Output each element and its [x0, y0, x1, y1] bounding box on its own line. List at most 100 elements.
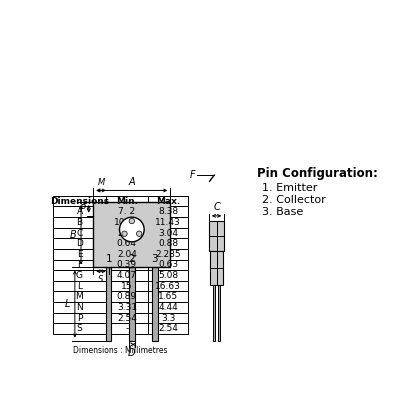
- Bar: [106, 281, 148, 292]
- Bar: [129, 268, 134, 341]
- Text: Max.: Max.: [156, 197, 180, 206]
- Text: 3: 3: [152, 254, 158, 264]
- Bar: [148, 238, 188, 249]
- Text: P: P: [77, 314, 82, 322]
- Text: 4.07: 4.07: [117, 271, 137, 280]
- Text: 5.08: 5.08: [158, 271, 178, 280]
- Text: 1. Emitter: 1. Emitter: [262, 183, 317, 193]
- Text: Pin Configuration:: Pin Configuration:: [257, 167, 378, 180]
- Text: 0.39: 0.39: [117, 260, 137, 270]
- Text: S: S: [77, 324, 82, 333]
- Text: L: L: [65, 299, 70, 309]
- Bar: [148, 206, 188, 217]
- Circle shape: [120, 217, 144, 242]
- Bar: [148, 292, 188, 302]
- Bar: [106, 196, 148, 206]
- Text: Dimensions : Millimetres: Dimensions : Millimetres: [74, 346, 168, 355]
- Text: 1: 1: [106, 254, 112, 264]
- Text: 0.89: 0.89: [117, 292, 137, 301]
- Text: Min.: Min.: [116, 197, 138, 206]
- Bar: [53, 206, 106, 217]
- Bar: [53, 281, 106, 292]
- Text: A: A: [128, 177, 135, 186]
- Text: 15: 15: [121, 282, 132, 291]
- Text: C: C: [76, 228, 83, 238]
- Text: E: E: [77, 250, 82, 259]
- Bar: [106, 217, 148, 228]
- Bar: [148, 323, 188, 334]
- Bar: [53, 270, 106, 281]
- Bar: [93, 202, 170, 268]
- Bar: [148, 249, 188, 260]
- Text: B: B: [76, 218, 82, 227]
- Text: -: -: [125, 324, 128, 333]
- Text: 8.38: 8.38: [158, 207, 178, 216]
- Bar: [106, 238, 148, 249]
- Text: Dimensions: Dimensions: [50, 197, 109, 206]
- Bar: [106, 268, 112, 341]
- Text: 2.04: 2.04: [117, 250, 137, 259]
- Bar: [148, 260, 188, 270]
- Bar: [106, 323, 148, 334]
- Text: 3.3: 3.3: [161, 314, 175, 322]
- Text: 3.04: 3.04: [158, 228, 178, 238]
- Text: D: D: [76, 239, 83, 248]
- Bar: [106, 228, 148, 238]
- Bar: [106, 260, 148, 270]
- Bar: [53, 323, 106, 334]
- Text: 3. Base: 3. Base: [262, 207, 303, 217]
- Bar: [106, 313, 148, 323]
- Text: 2.54: 2.54: [117, 314, 137, 322]
- Text: 11.43: 11.43: [155, 218, 181, 227]
- Text: C: C: [213, 202, 220, 212]
- Text: P: P: [80, 204, 86, 214]
- Bar: [148, 217, 188, 228]
- Bar: [53, 238, 106, 249]
- Text: M: M: [98, 178, 105, 186]
- Text: 10.16: 10.16: [114, 218, 140, 227]
- Text: B: B: [70, 230, 76, 240]
- Text: 0.88: 0.88: [158, 239, 178, 248]
- Text: L: L: [77, 282, 82, 291]
- Circle shape: [129, 218, 134, 224]
- Text: 16.63: 16.63: [155, 282, 181, 291]
- Bar: [148, 302, 188, 313]
- Bar: [209, 221, 224, 250]
- Bar: [152, 268, 158, 341]
- Bar: [53, 260, 106, 270]
- Bar: [53, 292, 106, 302]
- Bar: [213, 285, 215, 341]
- Bar: [106, 206, 148, 217]
- Bar: [210, 250, 223, 285]
- Bar: [148, 270, 188, 281]
- Text: G: G: [76, 271, 83, 280]
- Text: 2: 2: [128, 254, 135, 264]
- Bar: [106, 302, 148, 313]
- Text: 2.54: 2.54: [158, 324, 178, 333]
- Bar: [53, 196, 106, 206]
- Text: 0.64: 0.64: [117, 239, 137, 248]
- Bar: [218, 285, 220, 341]
- Bar: [148, 313, 188, 323]
- Circle shape: [136, 231, 142, 236]
- Text: 0.63: 0.63: [158, 260, 178, 270]
- Text: S: S: [98, 275, 104, 284]
- Bar: [148, 281, 188, 292]
- Text: 2.29: 2.29: [117, 228, 137, 238]
- Bar: [53, 217, 106, 228]
- Text: N: N: [76, 303, 83, 312]
- Text: 2. Collector: 2. Collector: [262, 195, 326, 205]
- Text: 2.285: 2.285: [155, 250, 181, 259]
- Bar: [53, 302, 106, 313]
- Text: 1.65: 1.65: [158, 292, 178, 301]
- Bar: [106, 270, 148, 281]
- Bar: [106, 292, 148, 302]
- Bar: [106, 249, 148, 260]
- Bar: [53, 228, 106, 238]
- Text: F: F: [77, 260, 82, 270]
- Text: 4.44: 4.44: [158, 303, 178, 312]
- Text: 7. 2: 7. 2: [118, 207, 136, 216]
- Text: A: A: [76, 207, 82, 216]
- Text: D: D: [128, 348, 136, 358]
- Bar: [53, 249, 106, 260]
